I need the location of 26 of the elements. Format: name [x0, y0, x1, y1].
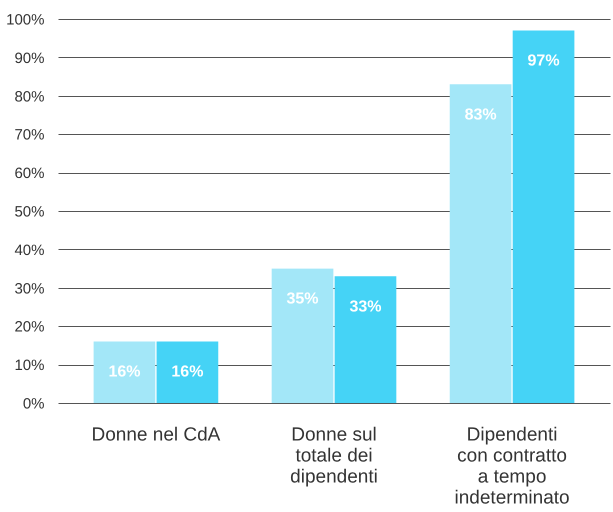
y-tick-label: 40% [14, 242, 44, 259]
data-label: 83% [464, 106, 497, 124]
x-tick-label: Donne nel CdA [92, 424, 221, 446]
y-tick-label: 20% [14, 318, 44, 336]
bar [94, 342, 156, 403]
data-label: 35% [286, 290, 319, 308]
y-tick-label: 90% [14, 50, 44, 67]
x-tick-label: Dipendenti con contratto a tempo indeterminato [454, 424, 570, 508]
y-tick-label: 100% [6, 12, 44, 28]
y-tick-label: 60% [14, 165, 44, 182]
data-label: 16% [171, 364, 204, 381]
y-tick-label: 80% [14, 88, 44, 106]
bar [334, 276, 396, 403]
data-label: 16% [108, 364, 140, 381]
y-tick-label: 0% [22, 396, 44, 412]
data-label: 33% [349, 298, 382, 316]
y-tick-label: 30% [14, 280, 44, 298]
bar [450, 84, 512, 403]
bar [512, 30, 574, 403]
y-tick-label: 70% [14, 126, 44, 144]
data-label: 97% [528, 52, 560, 70]
bar [156, 342, 218, 403]
y-tick-label: 10% [14, 357, 44, 374]
y-tick-label: 50% [14, 204, 44, 220]
bar [272, 268, 334, 403]
x-tick-label: Donne sul totale dei dipendenti [290, 424, 378, 488]
